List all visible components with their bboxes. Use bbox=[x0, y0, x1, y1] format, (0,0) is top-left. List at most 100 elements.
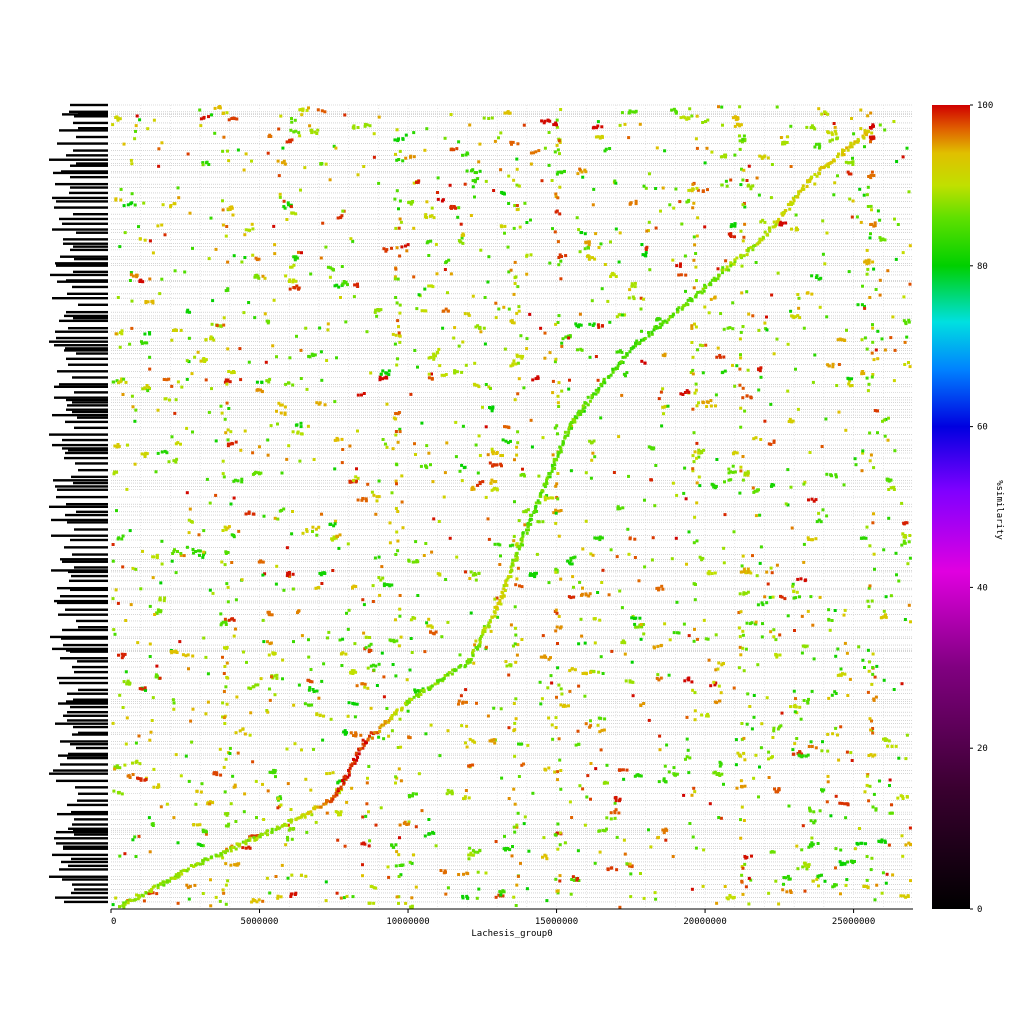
alignment-point bbox=[843, 862, 847, 866]
alignment-point bbox=[394, 674, 398, 678]
alignment-point bbox=[868, 784, 872, 788]
alignment-point bbox=[356, 755, 359, 759]
alignment-point bbox=[515, 551, 519, 555]
alignment-point bbox=[237, 529, 241, 533]
alignment-point bbox=[140, 893, 144, 897]
alignment-point bbox=[137, 225, 140, 229]
alignment-point bbox=[653, 504, 657, 508]
alignment-point bbox=[121, 393, 125, 396]
alignment-point bbox=[509, 664, 513, 668]
alignment-point bbox=[448, 183, 452, 187]
alignment-point bbox=[292, 278, 295, 282]
alignment-point bbox=[888, 811, 892, 815]
alignment-point bbox=[206, 672, 210, 676]
alignment-point bbox=[665, 743, 669, 747]
y-contig-label bbox=[74, 566, 108, 569]
alignment-point bbox=[201, 163, 205, 167]
alignment-point bbox=[316, 128, 320, 132]
alignment-point bbox=[208, 588, 212, 592]
alignment-point bbox=[377, 181, 381, 185]
alignment-point bbox=[223, 417, 227, 421]
alignment-point bbox=[792, 596, 796, 600]
alignment-point bbox=[521, 354, 525, 358]
alignment-point bbox=[807, 538, 811, 541]
alignment-point bbox=[234, 863, 238, 867]
alignment-point bbox=[173, 411, 177, 415]
alignment-point bbox=[152, 767, 156, 771]
y-contig-label bbox=[64, 546, 108, 549]
alignment-point bbox=[468, 123, 472, 127]
alignment-point bbox=[241, 846, 245, 850]
alignment-point bbox=[893, 449, 897, 453]
alignment-point bbox=[692, 541, 696, 545]
alignment-point bbox=[354, 753, 358, 757]
alignment-point bbox=[515, 311, 519, 315]
alignment-point bbox=[118, 345, 122, 349]
alignment-point bbox=[472, 661, 476, 665]
alignment-point bbox=[342, 730, 346, 734]
alignment-point bbox=[465, 659, 469, 663]
alignment-point bbox=[838, 860, 842, 864]
alignment-point bbox=[365, 330, 369, 334]
alignment-point bbox=[739, 330, 743, 334]
alignment-point bbox=[826, 732, 830, 736]
alignment-point bbox=[338, 216, 342, 220]
alignment-point bbox=[322, 802, 326, 806]
y-contig-label bbox=[67, 803, 108, 807]
alignment-point bbox=[391, 332, 395, 336]
alignment-point bbox=[429, 239, 433, 243]
alignment-point bbox=[342, 280, 346, 283]
alignment-point bbox=[702, 848, 706, 852]
alignment-point bbox=[444, 870, 447, 874]
alignment-point bbox=[391, 663, 395, 666]
alignment-point bbox=[158, 598, 162, 602]
alignment-point bbox=[618, 589, 622, 593]
alignment-point bbox=[222, 135, 226, 139]
alignment-point bbox=[223, 665, 227, 668]
alignment-point bbox=[724, 179, 728, 183]
alignment-point bbox=[811, 879, 815, 883]
alignment-point bbox=[589, 797, 592, 801]
alignment-point bbox=[901, 797, 905, 800]
alignment-point bbox=[533, 573, 537, 577]
alignment-point bbox=[231, 845, 235, 849]
alignment-point bbox=[168, 398, 171, 402]
alignment-point bbox=[584, 592, 588, 596]
alignment-point bbox=[128, 529, 132, 533]
alignment-point bbox=[763, 321, 767, 325]
y-contig-label bbox=[52, 196, 108, 200]
alignment-point bbox=[887, 739, 891, 743]
alignment-point bbox=[570, 878, 574, 881]
alignment-point bbox=[722, 546, 726, 550]
alignment-point bbox=[228, 208, 232, 211]
alignment-point bbox=[746, 368, 750, 372]
alignment-point bbox=[160, 223, 164, 227]
alignment-point bbox=[499, 893, 503, 897]
alignment-point bbox=[731, 116, 735, 120]
y-contig-label bbox=[58, 754, 108, 757]
alignment-point bbox=[209, 855, 213, 859]
alignment-point bbox=[583, 641, 587, 645]
alignment-point bbox=[863, 305, 866, 308]
alignment-point bbox=[593, 641, 597, 645]
alignment-point bbox=[317, 696, 321, 700]
alignment-point bbox=[536, 499, 540, 503]
alignment-point bbox=[537, 474, 541, 478]
alignment-point bbox=[556, 394, 560, 398]
alignment-point bbox=[761, 603, 765, 607]
y-contig-label bbox=[78, 468, 108, 472]
alignment-point bbox=[794, 705, 798, 709]
alignment-point bbox=[761, 218, 765, 222]
alignment-point bbox=[600, 536, 604, 540]
alignment-point bbox=[173, 269, 177, 273]
alignment-point bbox=[872, 698, 876, 702]
alignment-point bbox=[427, 818, 431, 821]
alignment-point bbox=[398, 823, 402, 827]
alignment-point bbox=[739, 253, 743, 257]
alignment-point bbox=[170, 338, 174, 342]
alignment-point bbox=[256, 683, 260, 687]
alignment-point bbox=[232, 496, 236, 500]
alignment-point bbox=[609, 275, 613, 278]
alignment-point bbox=[624, 679, 628, 683]
alignment-point bbox=[667, 673, 671, 677]
